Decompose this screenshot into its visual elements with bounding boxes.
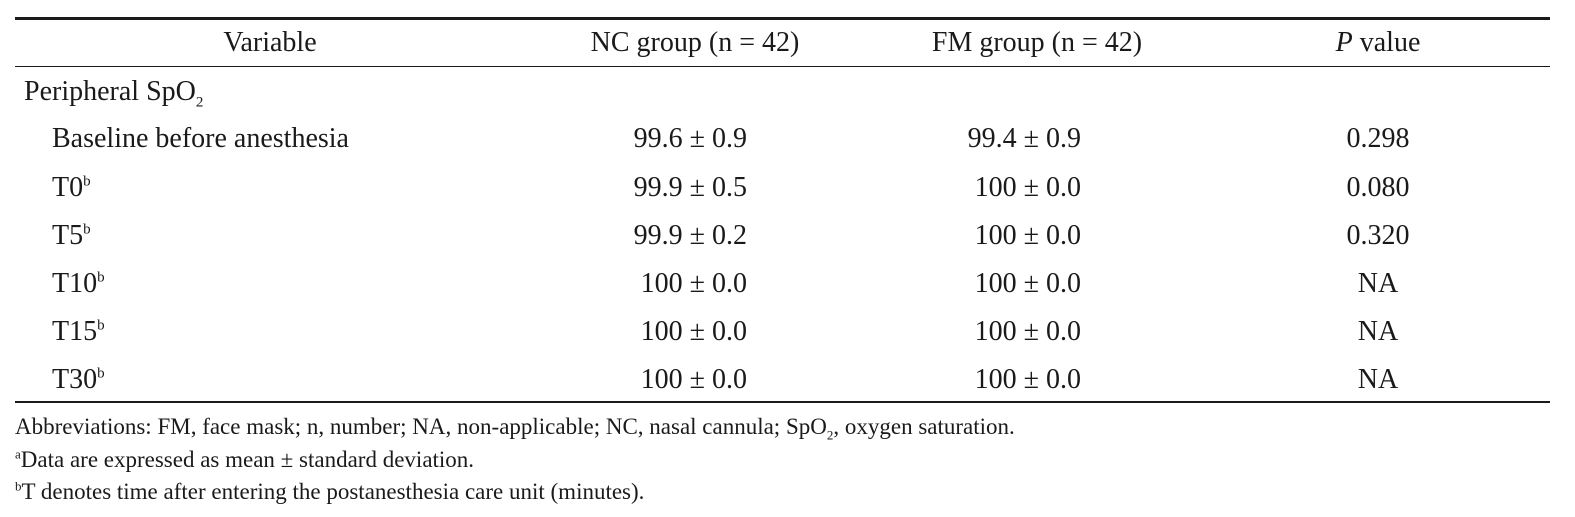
- table-top-rule: [15, 17, 1550, 20]
- row-label: T15b: [52, 315, 105, 349]
- footnote-abbreviations: Abbreviations: FM, face mask; n, number;…: [15, 413, 1015, 443]
- cell-nc-group: 100 ± 0.0: [640, 364, 747, 395]
- cell-p-value: NA: [1357, 268, 1399, 299]
- cell-fm-group: 100 ± 0.0: [974, 268, 1081, 299]
- cell-p-value: NA: [1357, 316, 1399, 347]
- section-label: Peripheral SpO: [24, 76, 196, 107]
- row-label-superscript: b: [83, 173, 91, 190]
- footnote-a-mark: a: [15, 446, 21, 462]
- cell-fm-group: 100 ± 0.0: [974, 172, 1081, 203]
- row-label-text: T0: [52, 172, 84, 203]
- row-label-text: T15: [52, 316, 98, 347]
- cell-fm-group: 99.4 ± 0.9: [967, 123, 1081, 154]
- cell-nc-group: 100 ± 0.0: [640, 268, 747, 299]
- row-label-superscript: b: [97, 365, 105, 382]
- header-fm-group: FM group (n = 42): [931, 27, 1143, 58]
- cell-nc-group: 100 ± 0.0: [640, 316, 747, 347]
- abbrev-text-end: , oxygen saturation.: [833, 414, 1015, 439]
- header-rule: [15, 66, 1550, 67]
- footnote-b-text: T denotes time after entering the postan…: [21, 479, 645, 504]
- table-bottom-rule: [15, 401, 1550, 403]
- cell-p-value: NA: [1357, 364, 1399, 395]
- row-label-text: Baseline before anesthesia: [52, 123, 349, 154]
- cell-p-value: 0.080: [1346, 172, 1410, 203]
- header-variable: Variable: [223, 27, 317, 58]
- row-label-text: T30: [52, 364, 98, 395]
- row-label-superscript: b: [97, 317, 105, 334]
- row-label: T10b: [52, 267, 105, 301]
- row-label-superscript: b: [97, 269, 105, 286]
- header-p-value: P value: [1336, 26, 1421, 60]
- row-label: Baseline before anesthesia: [52, 122, 349, 156]
- footnote-a: aData are expressed as mean ± standard d…: [15, 446, 474, 474]
- cell-nc-group: 99.9 ± 0.2: [633, 220, 747, 251]
- cell-fm-group: 100 ± 0.0: [974, 220, 1081, 251]
- footnote-b-mark: b: [15, 478, 22, 494]
- header-p-rest: value: [1352, 27, 1421, 58]
- header-nc-group: NC group (n = 42): [590, 27, 800, 58]
- section-peripheral-spo2: Peripheral SpO2: [24, 75, 204, 111]
- cell-fm-group: 100 ± 0.0: [974, 364, 1081, 395]
- abbrev-subscript: 2: [826, 427, 834, 443]
- cell-p-value: 0.320: [1346, 220, 1410, 251]
- cell-nc-group: 99.9 ± 0.5: [633, 172, 747, 203]
- row-label-text: T10: [52, 268, 98, 299]
- section-label-subscript: 2: [195, 94, 204, 111]
- header-p-letter: P: [1335, 27, 1353, 58]
- row-label: T30b: [52, 363, 105, 397]
- cell-nc-group: 99.6 ± 0.9: [633, 123, 747, 154]
- cell-fm-group: 100 ± 0.0: [974, 316, 1081, 347]
- row-label: T5b: [52, 219, 91, 253]
- row-label: T0b: [52, 171, 91, 205]
- cell-p-value: 0.298: [1346, 123, 1410, 154]
- row-label-superscript: b: [83, 221, 91, 238]
- footnote-b: bT denotes time after entering the posta…: [15, 478, 644, 506]
- footnote-a-text: Data are expressed as mean ± standard de…: [20, 447, 475, 472]
- row-label-text: T5: [52, 220, 84, 251]
- abbrev-text: Abbreviations: FM, face mask; n, number;…: [15, 414, 827, 439]
